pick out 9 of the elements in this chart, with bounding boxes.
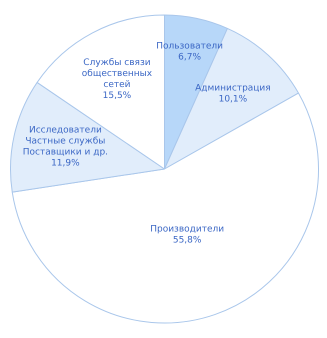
data-label: 11,9%	[51, 158, 80, 168]
data-label: 55,8%	[172, 235, 202, 246]
data-label: 15,5%	[102, 91, 132, 102]
slice-label: Администрация	[195, 84, 271, 94]
data-label: 10,1%	[218, 94, 248, 105]
slice-label: Исследователи Частные службы Поставщики и др.	[22, 125, 108, 158]
slice-label: Службы связи общественных сетей	[82, 58, 153, 90]
slice-label: Производители	[150, 224, 224, 234]
data-label: 6,7%	[178, 52, 202, 62]
